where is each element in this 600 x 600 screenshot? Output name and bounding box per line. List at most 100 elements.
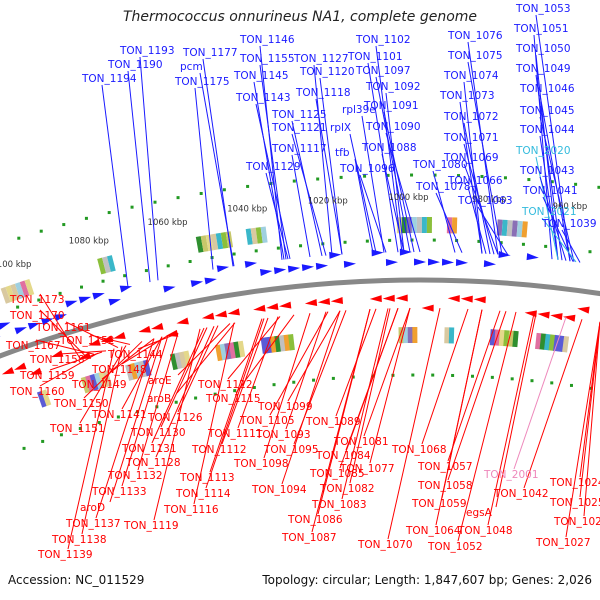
forward-leader-line (467, 186, 487, 254)
forward-gene-arrow (441, 258, 455, 266)
reverse-leader-line (513, 316, 567, 470)
reverse-gene-arrow (537, 311, 550, 319)
forward-gene-label: TON_1145 (233, 70, 289, 82)
forward-leader-line (127, 70, 151, 283)
reverse-gene-arrow (1, 366, 15, 375)
ruler-label: 1040 kbp (227, 205, 267, 215)
outer-tick (153, 200, 157, 204)
mid-tick (521, 242, 525, 246)
mid-tick (101, 279, 105, 283)
outer-tick (410, 173, 414, 177)
forward-gene-arrow (78, 296, 92, 304)
reverse-gene-label: TON_1167 (5, 340, 61, 352)
outer-band-block (260, 226, 268, 243)
forward-gene-arrow (343, 260, 357, 268)
forward-gene-arrow (455, 259, 469, 267)
reverse-gene-label: TON_1130 (130, 427, 186, 439)
forward-leader-line (463, 163, 499, 255)
forward-gene-arrow (483, 260, 497, 268)
forward-gene-arrow (498, 251, 511, 259)
forward-gene-label: TON_1050 (515, 43, 571, 55)
inner-band-block (228, 342, 237, 359)
forward-leader-line (359, 174, 387, 253)
forward-gene-label: TON_1096 (339, 163, 395, 175)
outer-tick (480, 174, 484, 178)
forward-gene-label: TON_1090 (365, 121, 421, 133)
reverse-gene-label: TON_1115 (205, 393, 261, 405)
outer-band-block (511, 220, 518, 237)
forward-gene-arrow (92, 292, 105, 300)
inner-tick (431, 373, 435, 377)
outer-band-block (106, 255, 116, 272)
reverse-leader-line (83, 341, 143, 399)
forward-gene-label: TON_1146 (239, 34, 295, 46)
reverse-gene-label: TON_1084 (315, 450, 371, 462)
forward-leader-line (259, 64, 287, 260)
ruler-label: 1020 kbp (308, 196, 348, 206)
forward-gene-arrow (385, 258, 399, 266)
ruler-label: 1080 kbp (69, 237, 109, 247)
forward-leader-line (535, 156, 559, 260)
forward-leader-line (101, 84, 129, 288)
outer-tick (130, 205, 134, 209)
reverse-leader-line (363, 307, 411, 437)
outer-tick (597, 185, 600, 189)
reverse-leader-line (79, 345, 127, 424)
reverse-leader-line (487, 313, 535, 526)
forward-gene-label: TON_1194 (81, 73, 137, 85)
inner-tick (233, 389, 237, 393)
reverse-leader-line (176, 322, 236, 394)
reverse-gene-arrow (577, 306, 590, 314)
reverse-leader-line (193, 322, 235, 505)
mid-tick (499, 241, 503, 245)
inner-tick (116, 415, 120, 419)
forward-gene-label: TON_1045 (519, 105, 575, 117)
ruler-label: 960 kbp (553, 202, 588, 212)
inner-tick (272, 383, 276, 387)
reverse-gene-label: TON_1170 (9, 310, 65, 322)
reverse-gene-label: TON_1151 (49, 423, 105, 435)
reverse-leader-line (447, 310, 507, 481)
reverse-gene-label: TON_1132 (107, 470, 163, 482)
outer-band-block (255, 227, 263, 244)
forward-leader-line (354, 158, 374, 253)
reverse-leader-line (565, 321, 600, 538)
inner-band-block (233, 341, 241, 359)
reverse-gene-label: TON_1057 (417, 461, 473, 473)
genome-info-text: Topology: circular; Length: 1,847,607 bp… (262, 573, 592, 587)
forward-leader-line (533, 34, 553, 260)
reverse-gene-label: TON_1064 (405, 525, 461, 537)
forward-gene-label: TON_1143 (235, 92, 291, 104)
reverse-gene-label: TON_1059 (411, 498, 467, 510)
mid-tick (232, 252, 236, 256)
reverse-leader-line (311, 308, 371, 533)
forward-gene-arrow (414, 258, 427, 266)
reverse-gene-label: egsA (466, 507, 493, 519)
reverse-leader-line (89, 334, 131, 345)
reverse-gene-label: TON_1111 (207, 428, 263, 440)
forward-gene-label: TON_1069 (443, 152, 499, 164)
reverse-gene-arrow (550, 313, 563, 321)
reverse-gene-label: aroD (80, 502, 105, 514)
outer-band-block (14, 282, 25, 299)
forward-gene-label: TON_1076 (447, 30, 503, 42)
outer-band-block (102, 256, 111, 274)
forward-gene-arrow (273, 267, 287, 275)
reverse-leader-line (121, 336, 163, 410)
reverse-leader-line (579, 321, 600, 498)
reverse-gene-label: aroE (148, 375, 172, 387)
forward-gene-arrow (259, 269, 273, 276)
outer-band-block (501, 219, 508, 237)
mid-tick (123, 274, 127, 278)
forward-leader-line (361, 115, 385, 253)
reverse-gene-label: TON_1119 (123, 520, 179, 532)
reverse-leader-line (137, 333, 179, 471)
outer-band-block (10, 283, 21, 301)
outer-tick (386, 173, 390, 177)
inner-band-block (178, 351, 188, 369)
mid-tick (588, 250, 592, 254)
reverse-leader-line (121, 335, 169, 487)
reverse-leader-line (435, 309, 483, 526)
mid-tick (188, 259, 192, 263)
